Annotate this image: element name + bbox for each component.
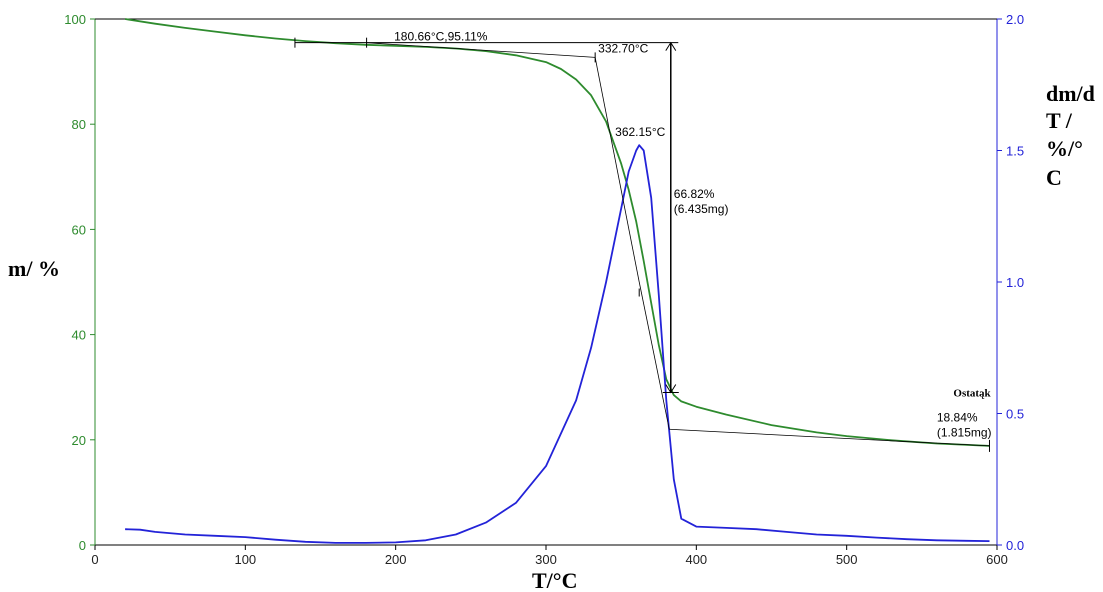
mass-loss-label: 66.82% [674, 187, 715, 201]
axis-ticks: 0 100 200 300 400 500 600 0 20 40 60 80 100 0.0 0.5 1.0… [64, 12, 1024, 567]
x-axis-title: T/°C [532, 568, 577, 592]
dtg-curve [125, 144, 990, 544]
data-series [124, 18, 990, 544]
x-tick-label: 100 [234, 552, 256, 567]
endset-label: 332.70°C [598, 41, 649, 55]
x-tick-label: 0 [91, 552, 98, 567]
y-left-tick-label: 100 [64, 12, 86, 27]
y-right-axis-title-line: T / [1046, 108, 1073, 133]
inflection-tangent-line [638, 281, 670, 430]
mass-loss-sublabel: (6.435mg) [674, 202, 729, 216]
x-tick-label: 500 [836, 552, 858, 567]
onset-label: 180.66°C,95.11% [394, 30, 488, 44]
y-left-tick-label: 20 [72, 433, 86, 448]
y-right-axis-title-line: dm/d [1046, 81, 1095, 106]
y-right-tick-label: 1.0 [1006, 275, 1024, 290]
y-left-tick-label: 0 [79, 538, 86, 553]
y-left-tick-label: 40 [72, 328, 86, 343]
y-right-tick-label: 0.5 [1006, 407, 1024, 422]
residue-baseline [669, 428, 990, 447]
y-right-axis-title: dm/d T / %/° C [1046, 81, 1095, 190]
residue-sublabel: (1.815mg) [937, 425, 992, 439]
mass-loss-arrowhead [665, 41, 677, 51]
y-left-tick-label: 60 [72, 222, 86, 237]
y-right-tick-label: 0.0 [1006, 538, 1024, 553]
x-tick-label: 300 [535, 552, 557, 567]
y-right-tick-label: 1.5 [1006, 144, 1024, 159]
y-right-axis-title-line: C [1046, 165, 1062, 190]
x-tick-label: 200 [385, 552, 407, 567]
x-tick-label: 600 [986, 552, 1008, 567]
y-right-axis-title-line: %/° [1046, 136, 1083, 161]
x-tick-label: 400 [685, 552, 707, 567]
y-left-axis-title: m/ % [8, 256, 60, 281]
residue-title: Ostatąk [953, 388, 991, 400]
y-left-tick-label: 80 [72, 117, 86, 132]
residue-label: 18.84% [937, 410, 978, 424]
onset-tangent-line [366, 42, 596, 58]
y-right-tick-label: 2.0 [1006, 12, 1024, 27]
mass-curve [124, 18, 990, 447]
inflection-tangent-line [594, 57, 640, 283]
peak-label: 362.15°C [615, 125, 666, 139]
annotations: 180.66°C,95.11% 332.70°C 362.15°C 66.82%(6.… [294, 30, 992, 452]
